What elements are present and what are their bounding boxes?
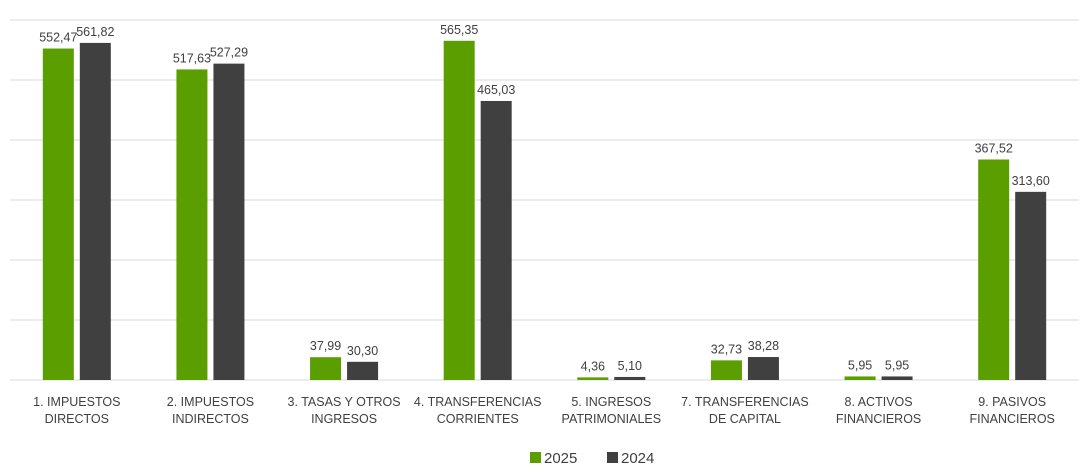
bar-2024-2 xyxy=(213,63,245,380)
legend: 2025 2024 xyxy=(530,450,654,467)
category-label: 4. TRANSFERENCIAS CORRIENTES xyxy=(414,395,542,426)
bar-2025-5 xyxy=(577,377,609,380)
category-label: 8. ACTIVOS FINANCIEROS xyxy=(836,395,921,426)
data-label-2024-5: 5,10 xyxy=(618,359,642,373)
data-label-2024-2: 527,29 xyxy=(210,46,248,60)
bar-2025-4 xyxy=(443,40,475,380)
category-label: 9. PASIVOS FINANCIEROS xyxy=(969,395,1054,426)
bar-2025-6 xyxy=(710,360,742,380)
bar-2024-1 xyxy=(79,42,111,381)
category-tick-labels: 1. IMPUESTOS DIRECTOS 2. IMPUESTOS INDIRECT… xyxy=(33,395,1055,426)
bar-2024-8 xyxy=(1015,191,1047,380)
legend-swatch-2024 xyxy=(607,452,618,463)
bar-2024-3 xyxy=(347,361,379,380)
data-label-2025-3: 37,99 xyxy=(310,339,341,353)
data-label-2024-4: 465,03 xyxy=(477,83,515,97)
data-label-2025-5: 4,36 xyxy=(581,359,605,373)
category-label: 2. IMPUESTOS INDIRECTOS xyxy=(167,395,254,426)
data-label-2025-2: 517,63 xyxy=(173,51,211,65)
legend-label-2025: 2025 xyxy=(544,450,577,467)
bar-2025-8 xyxy=(978,159,1010,380)
legend-swatch-2025 xyxy=(530,452,541,463)
gridlines xyxy=(10,19,1079,381)
legend-label-2024: 2024 xyxy=(621,450,654,467)
data-label-2025-1: 552,47 xyxy=(39,31,77,45)
bar-2025-1 xyxy=(42,48,74,380)
bars xyxy=(42,40,1047,381)
bar-2024-6 xyxy=(747,357,779,380)
data-label-2025-8: 367,52 xyxy=(975,141,1013,155)
category-label: 5. INGRESOS PATRIMONIALES xyxy=(562,395,662,426)
data-label-2025-4: 565,35 xyxy=(440,23,478,37)
data-label-2024-1: 561,82 xyxy=(76,25,114,39)
bar-2025-7 xyxy=(844,376,876,380)
bar-2025-3 xyxy=(310,357,342,380)
data-label-2024-3: 30,30 xyxy=(347,344,378,358)
data-label-2025-7: 5,95 xyxy=(848,358,872,372)
bar-2024-5 xyxy=(614,376,646,380)
bar-2025-2 xyxy=(176,69,208,380)
category-label: 7. TRANSFERENCIAS DE CAPITAL xyxy=(681,395,809,426)
category-label: 3. TASAS Y OTROS INGRESOS xyxy=(288,395,401,426)
data-label-2024-7: 5,95 xyxy=(885,358,909,372)
category-label: 1. IMPUESTOS DIRECTOS xyxy=(33,395,120,426)
data-label-2024-8: 313,60 xyxy=(1012,174,1050,188)
data-label-2025-6: 32,73 xyxy=(711,342,742,356)
bar-2024-4 xyxy=(480,100,512,381)
bar-2024-7 xyxy=(881,376,913,380)
data-label-2024-6: 38,28 xyxy=(748,339,779,353)
